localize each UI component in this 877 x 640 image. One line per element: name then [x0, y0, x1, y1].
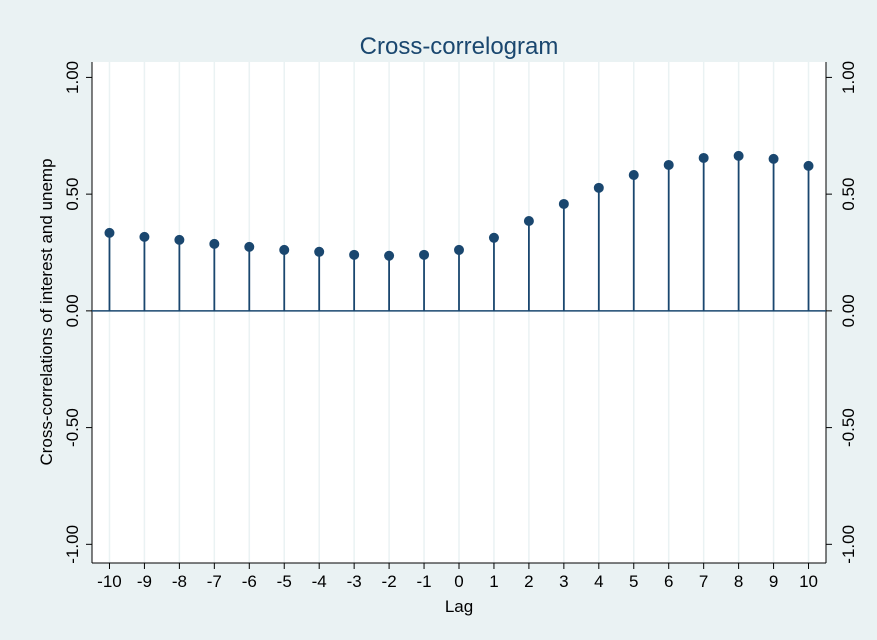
y-tick-label: -0.50: [63, 408, 82, 447]
marker: [279, 244, 290, 255]
marker: [593, 182, 604, 193]
marker: [384, 250, 395, 261]
x-tick-label: 4: [594, 572, 603, 591]
x-tick-label: -7: [207, 572, 222, 591]
marker: [139, 231, 150, 242]
x-tick-label: 0: [454, 572, 463, 591]
x-tick-label: -8: [172, 572, 187, 591]
marker: [523, 215, 534, 226]
x-tick-label: -10: [97, 572, 122, 591]
y-axis-label: Cross-correlations of interest and unemp: [37, 158, 56, 465]
x-tick-label: 6: [664, 572, 673, 591]
marker: [209, 238, 220, 249]
marker: [768, 153, 779, 164]
x-tick-label: -1: [416, 572, 431, 591]
x-tick-label: -9: [137, 572, 152, 591]
y2-tick-label: 0.50: [839, 178, 858, 211]
x-tick-label: 10: [799, 572, 818, 591]
x-tick-label: 1: [489, 572, 498, 591]
x-tick-label: -4: [312, 572, 327, 591]
x-tick-label: -2: [382, 572, 397, 591]
y2-tick-label: 0.00: [839, 294, 858, 327]
x-tick-label: 3: [559, 572, 568, 591]
marker: [558, 198, 569, 209]
marker: [488, 232, 499, 243]
y-tick-label: -1.00: [63, 525, 82, 564]
y-tick-label: 1.00: [63, 61, 82, 94]
marker: [628, 169, 639, 180]
x-tick-label: -5: [277, 572, 292, 591]
x-tick-label: -6: [242, 572, 257, 591]
marker: [349, 249, 360, 260]
chart-title: Cross-correlogram: [360, 33, 559, 60]
x-tick-label: 5: [629, 572, 638, 591]
marker: [174, 234, 185, 245]
x-tick-label: -3: [347, 572, 362, 591]
x-tick-label: 2: [524, 572, 533, 591]
marker: [419, 249, 430, 260]
marker: [244, 241, 255, 252]
y-tick-label: 0.50: [63, 178, 82, 211]
marker: [803, 160, 814, 171]
y2-tick-label: -0.50: [839, 408, 858, 447]
x-tick-label: 7: [699, 572, 708, 591]
x-tick-label: 9: [769, 572, 778, 591]
marker: [733, 150, 744, 161]
marker: [314, 246, 325, 257]
marker: [454, 244, 464, 255]
x-tick-label: 8: [734, 572, 743, 591]
marker: [104, 227, 115, 238]
y-tick-label: 0.00: [63, 294, 82, 327]
x-axis-label: Lag: [445, 597, 473, 616]
y2-tick-label: -1.00: [839, 525, 858, 564]
marker: [663, 159, 674, 170]
marker: [698, 152, 709, 163]
y2-tick-label: 1.00: [839, 61, 858, 94]
